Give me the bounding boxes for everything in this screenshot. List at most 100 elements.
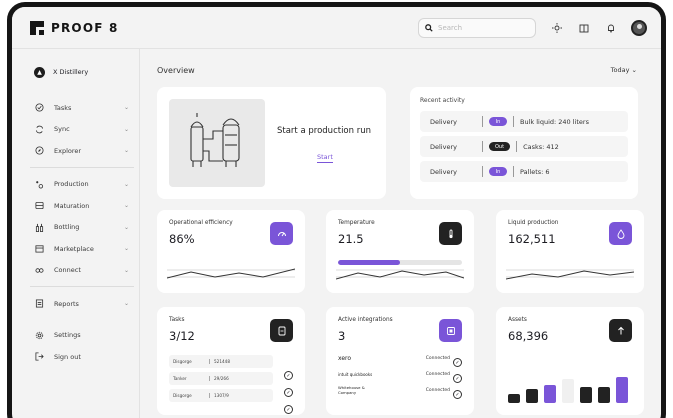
- activity-type: Delivery: [430, 142, 457, 151]
- whitehouse-logo: Whitehouse & Company: [338, 385, 365, 395]
- sidebar-item-label: Maturation: [54, 201, 90, 210]
- status-badge: In: [489, 167, 507, 176]
- activity-detail: Casks: 412: [523, 142, 559, 151]
- chevron-down-icon: ⌄: [123, 266, 129, 274]
- sidebar-item-label: Tasks: [54, 103, 72, 112]
- efficiency-card: Operational efficiency 86%: [157, 210, 305, 293]
- document-icon[interactable]: [270, 319, 293, 342]
- main-content: Overview Today ⌄: [141, 49, 661, 418]
- device-frame: PROOF 8 Search ▲ X Distillery Tasks ⌄ Sy…: [7, 2, 666, 418]
- check-icon[interactable]: ✓: [284, 371, 293, 380]
- chevron-down-icon: ⌄: [123, 245, 129, 253]
- sidebar-item-label: Explorer: [54, 146, 82, 155]
- task-name: Tanker: [173, 376, 187, 381]
- droplet-icon[interactable]: [609, 222, 632, 245]
- sidebar-item-marketplace[interactable]: Marketplace ⌄: [34, 238, 129, 260]
- avatar[interactable]: [631, 19, 647, 36]
- chevron-down-icon: ⌄: [123, 223, 129, 231]
- sidebar-item-sync[interactable]: Sync ⌄: [34, 119, 129, 141]
- task-ref: 521448: [209, 359, 249, 364]
- date-range-label: Today: [610, 66, 630, 74]
- task-ref: 1307/9: [209, 393, 249, 398]
- link-icon: [34, 265, 44, 275]
- xero-logo: xero: [338, 354, 352, 362]
- check-circle-icon: [34, 103, 44, 113]
- status-badge: In: [489, 117, 507, 126]
- activity-row[interactable]: Delivery In Pallets: 6: [420, 161, 628, 182]
- production-run-title: Start a production run: [277, 126, 371, 136]
- activity-row[interactable]: Delivery Out Casks: 412: [420, 136, 628, 157]
- bell-icon[interactable]: [604, 21, 618, 35]
- page-title: Overview: [157, 66, 195, 75]
- liquid-label: Liquid production: [508, 220, 559, 226]
- recent-activity-title: Recent activity: [420, 97, 465, 104]
- chevron-down-icon: ⌄: [123, 300, 129, 308]
- distillery-switcher[interactable]: ▲ X Distillery: [34, 61, 129, 83]
- report-icon: [34, 299, 44, 309]
- temperature-progress: [338, 260, 462, 265]
- sidebar-item-reports[interactable]: Reports ⌄: [34, 293, 129, 315]
- sidebar: ▲ X Distillery Tasks ⌄ Sync ⌄ Explorer ⌄…: [12, 49, 140, 418]
- production-icon: [34, 179, 44, 189]
- assets-card: Assets 68,396: [496, 307, 644, 415]
- building-icon[interactable]: [577, 21, 591, 35]
- gauge-icon[interactable]: [270, 222, 293, 245]
- date-range-select[interactable]: Today ⌄: [611, 66, 637, 74]
- check-icon[interactable]: ✓: [284, 405, 293, 414]
- check-icon: ✓: [453, 374, 462, 383]
- sidebar-item-settings[interactable]: Settings: [34, 325, 129, 347]
- integrations-icon[interactable]: [439, 319, 462, 342]
- store-icon: [34, 244, 44, 254]
- sidebar-item-label: Settings: [54, 331, 81, 340]
- sign-out-icon: [34, 352, 44, 362]
- sidebar-item-label: Sign out: [54, 352, 81, 361]
- sidebar-item-maturation[interactable]: Maturation ⌄: [34, 195, 129, 217]
- integrations-value: 3: [338, 329, 346, 343]
- sidebar-item-label: Bottling: [54, 223, 80, 232]
- arrow-up-icon[interactable]: [609, 319, 632, 342]
- start-production-link[interactable]: Start: [317, 153, 333, 163]
- efficiency-value: 86%: [169, 232, 195, 246]
- integration-row[interactable]: intuit quickbooks Connected: [338, 367, 462, 381]
- sidebar-item-bottling[interactable]: Bottling ⌄: [34, 217, 129, 239]
- integration-row[interactable]: xero Connected: [338, 351, 462, 365]
- sidebar-item-explorer[interactable]: Explorer ⌄: [34, 140, 129, 162]
- liquid-production-card: Liquid production 162,511: [496, 210, 644, 293]
- temperature-progress-fill: [338, 260, 400, 265]
- task-row[interactable]: Tanker 29/266: [169, 372, 273, 385]
- barrel-icon: [34, 201, 44, 211]
- search-icon: [425, 23, 433, 32]
- check-icon: ✓: [453, 390, 462, 399]
- chevron-down-icon: ⌄: [123, 104, 129, 112]
- tasks-label: Tasks: [169, 317, 185, 323]
- sidebar-item-production[interactable]: Production ⌄: [34, 174, 129, 196]
- gear-icon: [34, 330, 44, 340]
- sun-icon[interactable]: [550, 21, 564, 35]
- asset-bar: [616, 377, 628, 403]
- distillery-label: X Distillery: [53, 68, 89, 76]
- top-bar: PROOF 8 Search: [12, 7, 661, 49]
- integration-status: Connected: [425, 387, 450, 393]
- assets-bar-chart: [508, 373, 632, 403]
- status-badge: Out: [489, 142, 511, 151]
- sidebar-divider: [30, 166, 134, 168]
- temperature-value: 21.5: [338, 232, 364, 246]
- task-row[interactable]: Disgorge 521448: [169, 355, 273, 368]
- compass-icon: [34, 146, 44, 156]
- search-input[interactable]: Search: [418, 17, 536, 38]
- sidebar-item-connect[interactable]: Connect ⌄: [34, 260, 129, 282]
- task-row[interactable]: Disgorge 1307/9: [169, 389, 273, 402]
- sidebar-item-sign-out[interactable]: Sign out: [34, 346, 129, 368]
- bottle-icon: [34, 222, 44, 232]
- integration-row[interactable]: Whitehouse & Company Connected: [338, 383, 462, 397]
- sidebar-item-tasks[interactable]: Tasks ⌄: [34, 97, 129, 119]
- integration-status: Connected: [425, 355, 450, 361]
- integrations-card: Active integrations 3 xero Connected ✓ i…: [326, 307, 474, 415]
- integrations-label: Active integrations: [338, 317, 393, 323]
- check-icon[interactable]: ✓: [284, 388, 293, 397]
- task-name: Disgorge: [173, 393, 192, 398]
- chevron-down-icon: ⌄: [631, 66, 637, 74]
- assets-value: 68,396: [508, 329, 549, 343]
- activity-row[interactable]: Delivery In Bulk liquid: 240 liters: [420, 111, 628, 132]
- thermometer-icon[interactable]: [439, 222, 462, 245]
